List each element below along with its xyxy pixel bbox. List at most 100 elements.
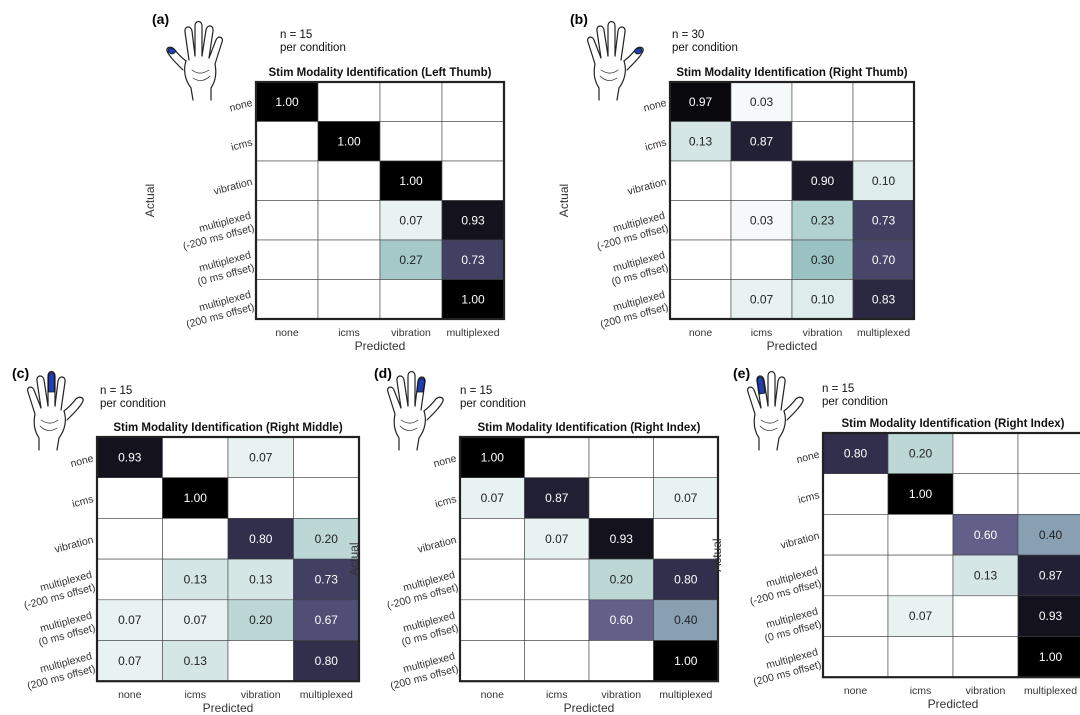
heatmap-cell bbox=[1017, 473, 1080, 515]
sample-size-text: per condition bbox=[460, 398, 526, 410]
heatmap-cell bbox=[459, 477, 525, 519]
heatmap-cell bbox=[1017, 514, 1080, 556]
heatmap-cell bbox=[317, 200, 381, 241]
cell-value-label: 1.00 bbox=[337, 134, 361, 148]
y-tick-label: vibration bbox=[53, 534, 95, 556]
x-tick-label: multiplexed bbox=[659, 689, 712, 701]
cell-value-label: 0.13 bbox=[184, 654, 208, 668]
heatmap-cell bbox=[524, 436, 590, 479]
cell-value-label: 0.20 bbox=[909, 446, 933, 460]
y-tick-line: icms bbox=[797, 489, 821, 506]
matrix-border bbox=[254, 80, 506, 321]
cell-value-label: 0.73 bbox=[315, 572, 339, 586]
heatmap-cell bbox=[730, 121, 793, 162]
heatmap-cell bbox=[255, 239, 319, 280]
heatmap-cell bbox=[96, 599, 163, 641]
cell-value-label: 0.93 bbox=[118, 450, 142, 464]
highlighted-finger-icon bbox=[757, 376, 766, 395]
heatmap-cell bbox=[952, 473, 1019, 515]
heatmap-cell bbox=[791, 121, 854, 162]
hand-pinky-outline bbox=[208, 36, 223, 65]
heatmap-cell bbox=[730, 160, 793, 201]
highlighted-finger-icon bbox=[633, 47, 643, 55]
x-tick-label: multiplexed bbox=[300, 689, 353, 701]
y-tick-label: none bbox=[69, 452, 95, 470]
matrix-border bbox=[821, 431, 1080, 679]
hand-thumb-outline bbox=[63, 396, 84, 421]
heatmap-cell bbox=[852, 279, 915, 320]
x-tick-label: icms bbox=[338, 327, 360, 339]
matrix-border bbox=[458, 435, 720, 683]
hand-pinky-outline bbox=[747, 386, 762, 415]
cell-value-label: 0.83 bbox=[872, 292, 896, 306]
y-tick-line: vibration bbox=[212, 176, 254, 198]
y-tick-label: multiplexed(0 ms offset) bbox=[193, 249, 256, 288]
y-tick-line: icms bbox=[434, 493, 458, 510]
cell-value-label: 0.07 bbox=[249, 450, 273, 464]
chart-title: Stim Modality Identification (Right Inde… bbox=[842, 418, 1065, 430]
y-tick-label: vibration bbox=[626, 176, 668, 198]
hand-palm-outline bbox=[184, 60, 217, 101]
panel-label: (d) bbox=[374, 365, 392, 381]
heatmap-cell bbox=[317, 81, 381, 122]
heatmap-cell bbox=[791, 200, 854, 241]
heatmap-cell bbox=[379, 279, 443, 320]
hand-pinky-outline bbox=[587, 36, 602, 65]
heatmap-cell bbox=[791, 239, 854, 280]
hand-thumb-outline bbox=[783, 396, 804, 421]
heatmap-cell bbox=[952, 636, 1019, 678]
hand-icon bbox=[387, 370, 444, 451]
hand-palm-outline bbox=[593, 60, 626, 101]
cell-value-label: 0.27 bbox=[399, 253, 423, 267]
y-tick-label: multiplexed(200 ms offset) bbox=[23, 650, 97, 692]
y-tick-label: vibration bbox=[416, 534, 458, 556]
heatmap-cell bbox=[227, 518, 294, 560]
hand-palm-outline bbox=[393, 410, 426, 451]
heatmap-cell bbox=[791, 160, 854, 201]
y-tick-line: vibration bbox=[53, 534, 95, 556]
y-tick-line: none bbox=[228, 97, 254, 115]
heatmap-cell bbox=[255, 200, 319, 241]
highlighted-finger-icon bbox=[167, 47, 177, 55]
cell-value-label: 0.07 bbox=[481, 491, 505, 505]
y-tick-label: icms bbox=[71, 493, 95, 510]
y-tick-label: multiplexed(-200 ms offset) bbox=[592, 210, 669, 253]
sample-size-text: per condition bbox=[100, 398, 166, 410]
cell-value-label: 1.00 bbox=[674, 654, 698, 668]
heatmap-cell bbox=[1017, 432, 1080, 475]
x-tick-label: icms bbox=[910, 685, 932, 697]
heatmap-cell bbox=[588, 640, 654, 682]
x-tick-label: icms bbox=[751, 327, 773, 339]
cell-value-label: 0.87 bbox=[750, 134, 774, 148]
cell-value-label: 0.67 bbox=[315, 613, 339, 627]
heatmap-cell bbox=[952, 554, 1019, 597]
heatmap-cell bbox=[459, 558, 525, 601]
heatmap-cell bbox=[524, 640, 590, 682]
y-tick-label: multiplexed(200 ms offset) bbox=[749, 646, 823, 688]
hand-palm-outline bbox=[753, 410, 786, 451]
hand-pinky-outline bbox=[27, 386, 42, 415]
x-tick-label: vibration bbox=[391, 327, 431, 339]
sample-size-text: n = 30 bbox=[672, 29, 704, 41]
hand-middle-outline bbox=[767, 370, 776, 407]
cell-value-label: 0.93 bbox=[1039, 609, 1063, 623]
hand-index-outline bbox=[54, 376, 66, 411]
heatmap-cell bbox=[441, 239, 505, 280]
x-tick-label: multiplexed bbox=[1024, 685, 1077, 697]
y-tick-label: icms bbox=[434, 493, 458, 510]
cell-value-label: 1.00 bbox=[184, 491, 208, 505]
cell-value-label: 0.20 bbox=[249, 613, 273, 627]
x-tick-label: vibration bbox=[803, 327, 843, 339]
x-tick-label: none bbox=[118, 689, 142, 701]
cell-value-label: 0.93 bbox=[610, 532, 634, 546]
sample-size-text: n = 15 bbox=[822, 383, 854, 395]
heatmap-cell bbox=[524, 599, 590, 641]
sample-size-text: n = 15 bbox=[280, 29, 312, 41]
y-tick-label: vibration bbox=[779, 530, 821, 552]
cell-value-label: 0.13 bbox=[689, 134, 713, 148]
hand-crease bbox=[599, 69, 619, 81]
x-tick-label: none bbox=[275, 327, 299, 339]
y-tick-line: vibration bbox=[416, 534, 458, 556]
x-axis-label: Predicted bbox=[203, 701, 254, 715]
heatmap-cell bbox=[255, 279, 319, 320]
